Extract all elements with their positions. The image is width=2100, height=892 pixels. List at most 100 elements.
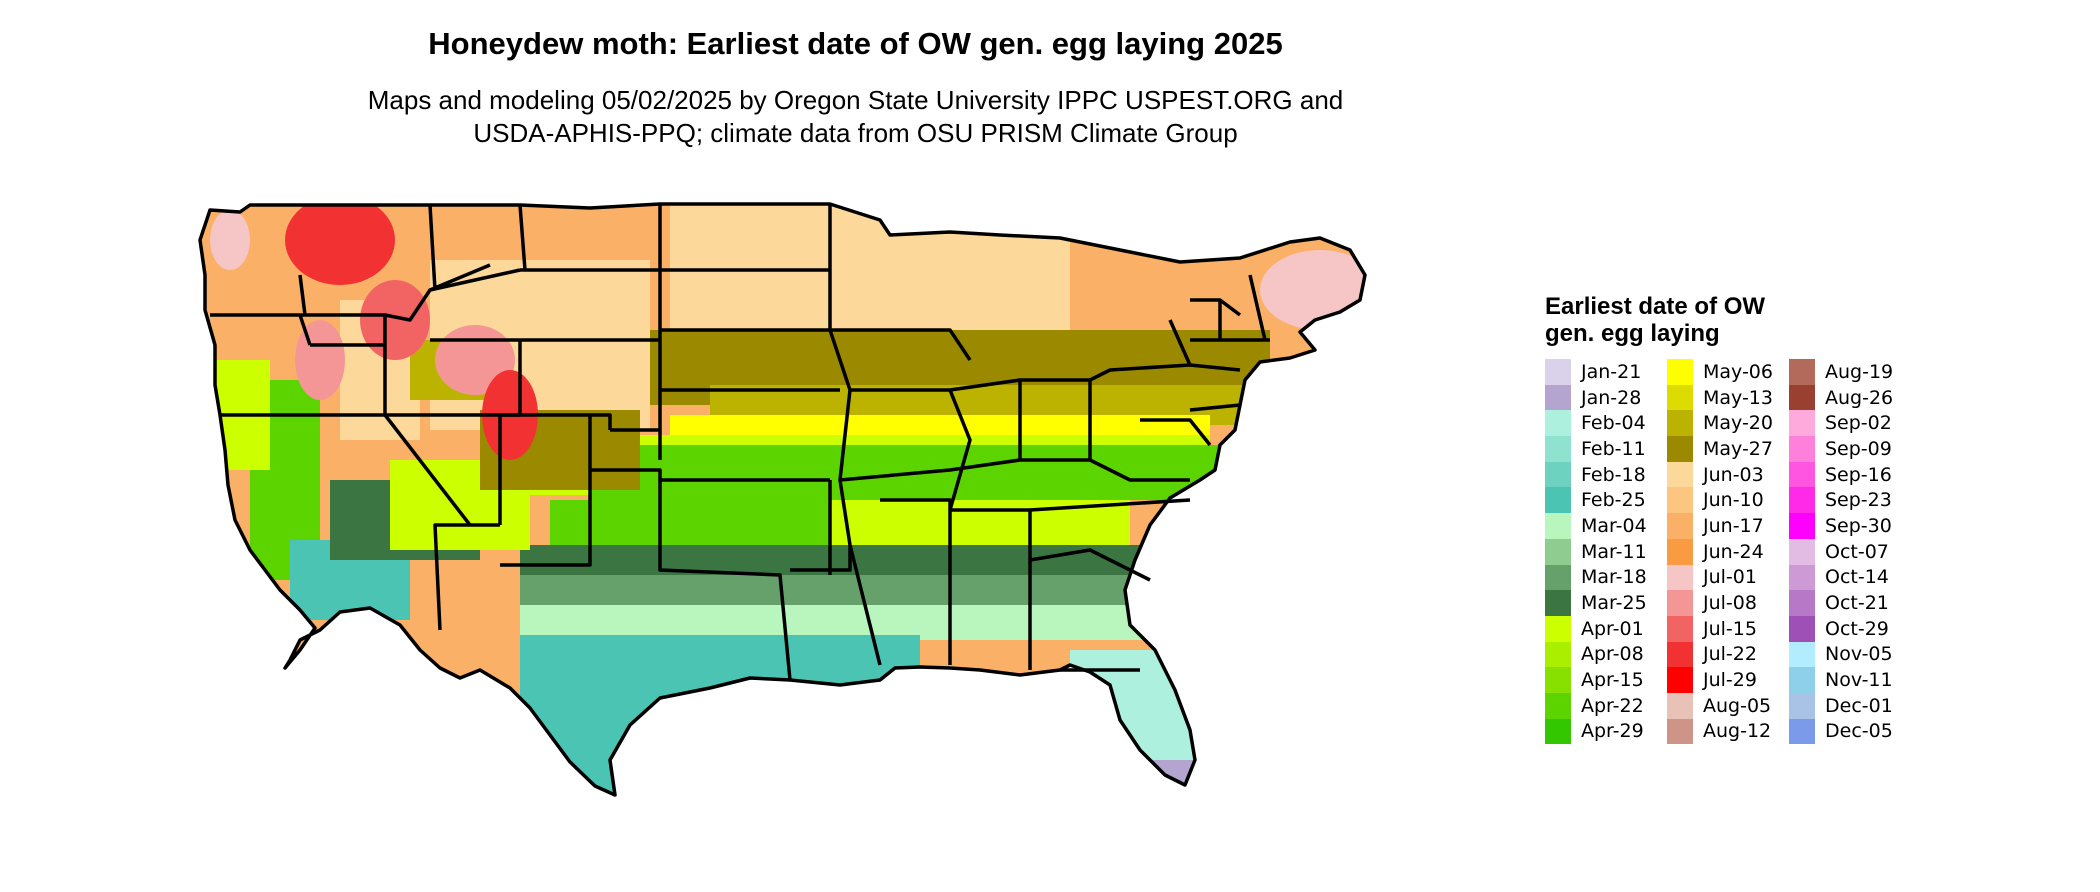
legend-item: Apr-22 (1545, 692, 1667, 719)
legend-swatch (1789, 692, 1815, 719)
legend-swatch (1545, 564, 1571, 591)
legend-label: May-27 (1703, 437, 1773, 460)
legend-item: Aug-19 (1789, 359, 1911, 385)
legend-item: Apr-08 (1545, 641, 1667, 668)
legend-item: Jan-21 (1545, 359, 1667, 385)
legend-label: Oct-07 (1825, 540, 1889, 563)
legend-item: Sep-30 (1789, 513, 1911, 539)
legend-swatch (1789, 615, 1815, 642)
legend-label: Jun-03 (1703, 463, 1764, 486)
legend-item: Jul-01 (1667, 564, 1789, 591)
legend-item: Dec-05 (1789, 718, 1911, 745)
legend-item: Oct-29 (1789, 615, 1911, 642)
legend-item: Mar-18 (1545, 564, 1667, 591)
legend-item: Aug-05 (1667, 692, 1789, 719)
legend-label: Aug-26 (1825, 386, 1894, 409)
legend-label: Jul-29 (1703, 669, 1757, 692)
legend-swatch (1789, 513, 1815, 539)
legend-label: Aug-05 (1703, 694, 1772, 717)
legend-item: May-06 (1667, 359, 1789, 385)
legend-label: Oct-21 (1825, 592, 1889, 615)
legend-label: May-20 (1703, 412, 1773, 435)
state-boundaries (198, 202, 1367, 797)
legend-swatch (1545, 718, 1571, 745)
legend-item: Aug-26 (1789, 384, 1911, 411)
legend-label: Nov-11 (1825, 669, 1893, 692)
legend-label: Jan-28 (1581, 386, 1642, 409)
legend-title: Earliest date of OW gen. egg laying (1545, 293, 1766, 347)
legend-swatch (1789, 410, 1815, 437)
legend-label: Sep-23 (1825, 489, 1892, 512)
legend-swatch (1545, 513, 1571, 539)
legend-item: Sep-09 (1789, 436, 1911, 462)
legend-swatch (1545, 538, 1571, 565)
legend-column: May-06 May-13 May-20 May-27 Jun-03 Jun-10 Jun-… (1667, 359, 1789, 745)
legend-label: Feb-11 (1581, 437, 1646, 460)
legend-label: Sep-30 (1825, 514, 1892, 537)
legend-swatch (1667, 667, 1693, 693)
legend-item: Sep-16 (1789, 461, 1911, 488)
legend-swatch (1789, 718, 1815, 745)
legend-swatch (1789, 436, 1815, 462)
legend-swatch (1667, 359, 1693, 385)
legend-swatch (1789, 487, 1815, 514)
legend-label: Sep-16 (1825, 463, 1892, 486)
legend-item: Jun-10 (1667, 487, 1789, 514)
legend-label: Apr-22 (1581, 694, 1644, 717)
legend-columns: Jan-21 Jan-28 Feb-04 Feb-11 Feb-18 Feb-25 Mar-… (1545, 359, 1911, 745)
legend-swatch (1667, 615, 1693, 642)
legend-swatch (1667, 513, 1693, 539)
legend-item: Jun-24 (1667, 538, 1789, 565)
legend-swatch (1789, 641, 1815, 668)
legend-item: Jun-17 (1667, 513, 1789, 539)
legend-item: Mar-11 (1545, 538, 1667, 565)
legend-label: Apr-08 (1581, 643, 1644, 666)
legend-label: Sep-09 (1825, 437, 1892, 460)
legend-label: Jun-10 (1703, 489, 1764, 512)
legend-swatch (1789, 461, 1815, 488)
legend-label: Jun-24 (1703, 540, 1764, 563)
legend-swatch (1789, 667, 1815, 693)
legend-swatch (1545, 436, 1571, 462)
legend-swatch (1667, 487, 1693, 514)
legend-item: Nov-11 (1789, 667, 1911, 693)
legend-item: Apr-01 (1545, 615, 1667, 642)
legend-swatch (1667, 436, 1693, 462)
legend-label: Jan-21 (1581, 360, 1642, 383)
legend-label: Dec-05 (1825, 720, 1893, 743)
map-legend: Earliest date of OW gen. egg laying Jan-… (1545, 293, 1911, 745)
legend-item: Oct-21 (1789, 590, 1911, 616)
legend-item: Jan-28 (1545, 384, 1667, 411)
legend-item: Oct-14 (1789, 564, 1911, 591)
subtitle-line-2: USDA-APHIS-PPQ; climate data from OSU PR… (473, 118, 1238, 148)
legend-swatch (1667, 590, 1693, 616)
legend-item: Dec-01 (1789, 692, 1911, 719)
legend-item: Jul-08 (1667, 590, 1789, 616)
legend-item: Nov-05 (1789, 641, 1911, 668)
legend-label: Feb-18 (1581, 463, 1646, 486)
legend-item: May-20 (1667, 410, 1789, 437)
legend-label: Jul-01 (1703, 566, 1757, 589)
legend-swatch (1545, 692, 1571, 719)
legend-item: Apr-15 (1545, 667, 1667, 693)
legend-item: Jun-03 (1667, 461, 1789, 488)
legend-swatch (1545, 410, 1571, 437)
legend-swatch (1545, 384, 1571, 411)
legend-item: May-27 (1667, 436, 1789, 462)
us-map (198, 202, 1367, 797)
legend-label: Jul-22 (1703, 643, 1757, 666)
legend-label: Jun-17 (1703, 514, 1764, 537)
legend-item: Aug-12 (1667, 718, 1789, 745)
legend-label: Mar-18 (1581, 566, 1647, 589)
legend-column: Aug-19 Aug-26 Sep-02 Sep-09 Sep-16 Sep-23 Sep-… (1789, 359, 1911, 745)
legend-swatch (1545, 590, 1571, 616)
legend-label: Jul-15 (1703, 617, 1757, 640)
map-subtitle: Maps and modeling 05/02/2025 by Oregon S… (0, 84, 1711, 150)
legend-swatch (1667, 718, 1693, 745)
legend-swatch (1667, 692, 1693, 719)
legend-swatch (1545, 667, 1571, 693)
legend-swatch (1545, 487, 1571, 514)
legend-item: Mar-04 (1545, 513, 1667, 539)
legend-swatch (1667, 384, 1693, 411)
legend-item: Jul-22 (1667, 641, 1789, 668)
